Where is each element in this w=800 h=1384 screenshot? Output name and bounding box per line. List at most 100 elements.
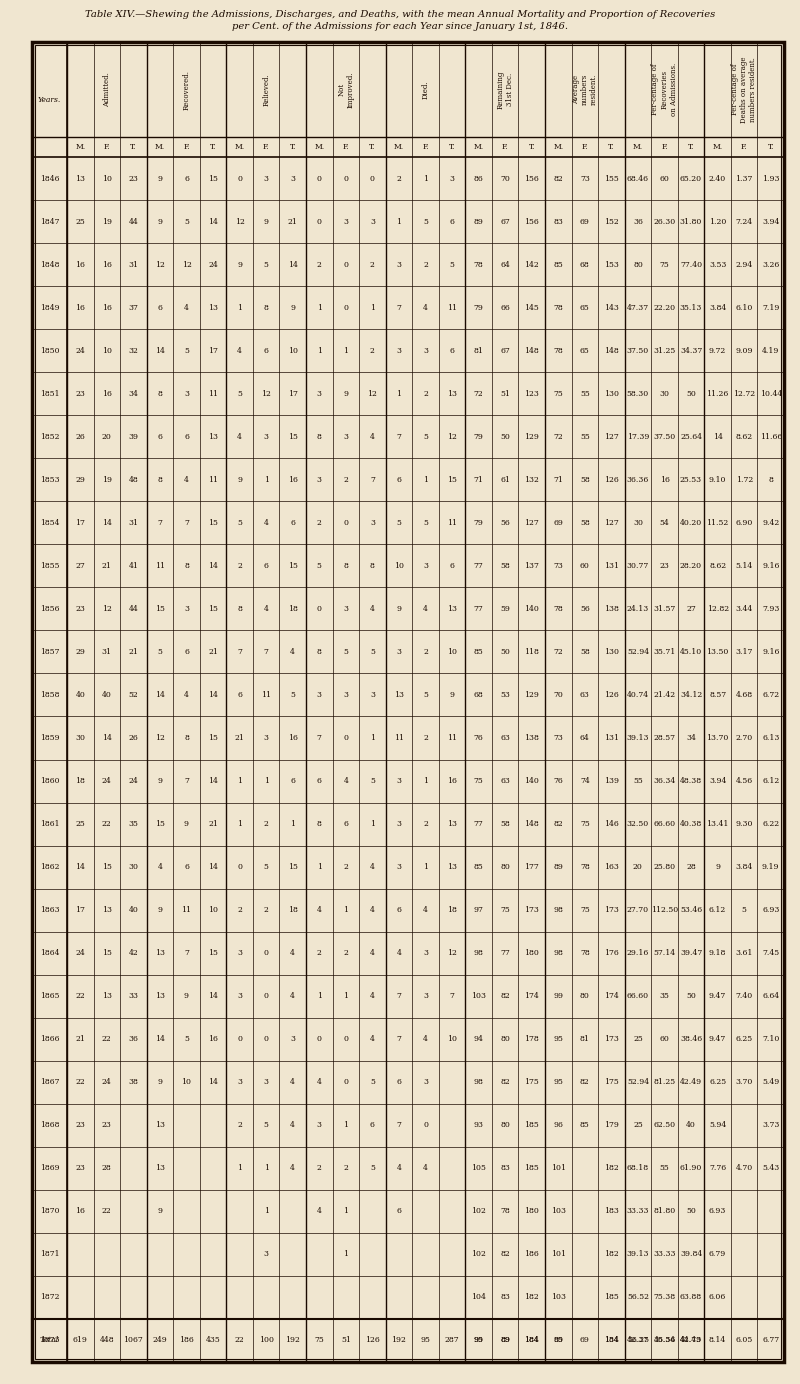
Text: 6.06: 6.06	[709, 1294, 726, 1301]
Text: 35.71: 35.71	[654, 648, 676, 656]
Text: 138: 138	[524, 734, 539, 742]
Text: 10: 10	[182, 1078, 191, 1086]
Text: 3: 3	[264, 174, 269, 183]
Text: 69: 69	[580, 217, 590, 226]
Text: 2: 2	[397, 174, 402, 183]
Text: 2.40: 2.40	[709, 174, 726, 183]
Text: 127: 127	[604, 519, 618, 527]
Text: 2: 2	[317, 1164, 322, 1172]
Text: F.: F.	[662, 143, 668, 151]
Text: 7.40: 7.40	[735, 992, 753, 1001]
Text: 10.44: 10.44	[759, 390, 782, 397]
Text: 31: 31	[102, 648, 112, 656]
Text: 105: 105	[471, 1164, 486, 1172]
Text: 16: 16	[102, 390, 112, 397]
Text: 50: 50	[686, 1207, 696, 1215]
Text: 4: 4	[397, 1164, 402, 1172]
Text: 156: 156	[524, 174, 539, 183]
Text: 67: 67	[500, 217, 510, 226]
Text: 0: 0	[370, 174, 375, 183]
Text: 435: 435	[206, 1337, 221, 1344]
Text: 2: 2	[343, 476, 348, 484]
Text: 24: 24	[102, 1078, 112, 1086]
Text: 1846: 1846	[40, 174, 59, 183]
Text: 4: 4	[158, 864, 162, 871]
Text: 4: 4	[370, 864, 375, 871]
Text: 1: 1	[264, 1207, 269, 1215]
Text: 7: 7	[397, 433, 402, 440]
Text: 9.10: 9.10	[709, 476, 726, 484]
Text: 0: 0	[343, 1078, 348, 1086]
Text: T.: T.	[529, 143, 535, 151]
Text: 78: 78	[500, 1207, 510, 1215]
Text: 34.12: 34.12	[680, 691, 702, 699]
Text: 9: 9	[397, 605, 402, 613]
Text: 29.16: 29.16	[627, 949, 649, 958]
Text: 21: 21	[208, 821, 218, 828]
Text: 6.93: 6.93	[709, 1207, 726, 1215]
Text: 56: 56	[500, 519, 510, 527]
Text: 7.24: 7.24	[736, 217, 753, 226]
Text: 1871: 1871	[40, 1250, 59, 1258]
Text: 30: 30	[75, 734, 86, 742]
Text: 29: 29	[75, 476, 86, 484]
Text: 78: 78	[474, 260, 483, 268]
Text: 9.47: 9.47	[709, 992, 726, 1001]
Text: 0: 0	[343, 1035, 348, 1044]
Text: 35: 35	[659, 992, 670, 1001]
Text: 9: 9	[343, 390, 348, 397]
Text: 4.19: 4.19	[762, 346, 779, 354]
Text: 14: 14	[208, 1078, 218, 1086]
Text: 2: 2	[370, 260, 375, 268]
Text: 72: 72	[474, 390, 483, 397]
Text: 58: 58	[500, 821, 510, 828]
Text: 66.60: 66.60	[627, 992, 649, 1001]
Text: 3: 3	[423, 949, 428, 958]
Text: 15: 15	[288, 433, 298, 440]
Text: F.: F.	[183, 143, 190, 151]
Text: 137: 137	[524, 562, 539, 570]
Text: 55: 55	[660, 1164, 670, 1172]
Text: 5: 5	[237, 519, 242, 527]
Text: 5.14: 5.14	[735, 562, 753, 570]
Text: 17: 17	[208, 346, 218, 354]
Text: 28.57: 28.57	[654, 734, 675, 742]
Text: 73: 73	[554, 562, 563, 570]
Text: 71: 71	[474, 476, 483, 484]
Text: 1: 1	[370, 303, 375, 311]
Text: 60: 60	[659, 1035, 670, 1044]
Text: 3.84: 3.84	[735, 864, 753, 871]
Text: 1: 1	[237, 821, 242, 828]
Text: 1: 1	[343, 1250, 348, 1258]
Text: 9: 9	[158, 217, 162, 226]
Text: 15: 15	[102, 949, 112, 958]
Text: 12: 12	[262, 390, 271, 397]
Text: 11.66: 11.66	[759, 433, 782, 440]
Text: 89: 89	[500, 1337, 510, 1344]
Text: 8.57: 8.57	[709, 691, 726, 699]
Text: 127: 127	[524, 519, 539, 527]
Text: 16: 16	[288, 734, 298, 742]
Text: 6: 6	[397, 1078, 402, 1086]
Text: 11: 11	[447, 519, 457, 527]
Text: 1: 1	[343, 346, 348, 354]
Text: 103: 103	[550, 1294, 566, 1301]
Text: 42: 42	[129, 949, 138, 958]
Text: 4: 4	[370, 433, 375, 440]
Text: 58: 58	[580, 648, 590, 656]
Text: 4: 4	[317, 1078, 322, 1086]
Text: 52.94: 52.94	[627, 1078, 649, 1086]
Text: 65: 65	[580, 346, 590, 354]
Text: 14: 14	[208, 691, 218, 699]
Text: 14: 14	[208, 864, 218, 871]
Text: 14: 14	[155, 691, 165, 699]
Text: 53.46: 53.46	[680, 907, 702, 913]
Text: 619: 619	[73, 1337, 88, 1344]
Text: 2.70: 2.70	[735, 734, 753, 742]
Text: 66.60: 66.60	[654, 821, 675, 828]
Text: 79: 79	[474, 519, 483, 527]
Text: 44.73: 44.73	[680, 1337, 702, 1344]
Text: 27: 27	[75, 562, 85, 570]
Text: 8.14: 8.14	[709, 1337, 726, 1344]
Text: 0: 0	[264, 949, 269, 958]
